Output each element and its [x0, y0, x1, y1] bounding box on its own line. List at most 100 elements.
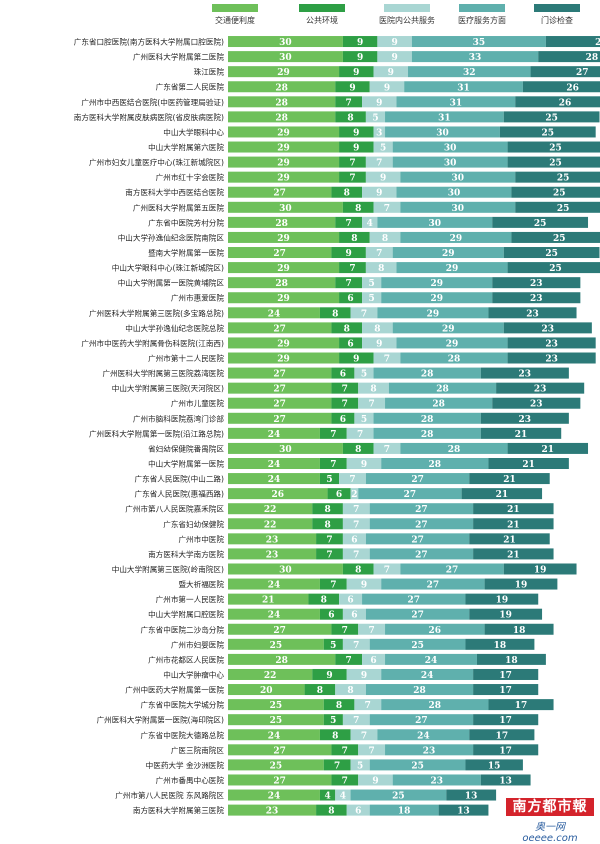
data-label: 27 — [427, 581, 440, 591]
data-label: 28 — [586, 53, 599, 63]
data-label: 7 — [346, 279, 352, 289]
data-label: 9 — [346, 249, 352, 259]
data-label: 27 — [411, 611, 424, 621]
category-label: 中医药大学 金沙洲医院 — [146, 760, 225, 770]
bar-segment — [362, 322, 393, 334]
data-label: 23 — [545, 355, 558, 365]
bar-segment — [228, 382, 332, 394]
bar-segment — [365, 171, 401, 183]
data-label: 22 — [264, 520, 277, 530]
bar-segment — [319, 473, 340, 485]
category-label: 广东省人民医院(惠福西路) — [135, 489, 224, 499]
bar-segment — [446, 789, 497, 801]
data-label: 29 — [450, 234, 463, 244]
category-label: 广州市妇女儿童医疗中心(珠江新城院区) — [89, 157, 224, 167]
bar-segment — [228, 322, 332, 334]
data-label: 24 — [268, 611, 281, 621]
bar-segment — [304, 684, 336, 696]
bar-segment — [228, 789, 320, 801]
category-label: 广州市脑科医院荔湾门诊部 — [133, 413, 225, 423]
data-label: 28 — [275, 656, 288, 666]
bar-segment — [365, 684, 474, 696]
bar-segment — [331, 322, 363, 334]
bar-segment — [373, 412, 481, 424]
bar-segment — [362, 186, 397, 198]
bar-segment — [362, 216, 378, 228]
data-label: 23 — [534, 385, 547, 395]
legend-label: 医疗服务方面 — [458, 16, 506, 25]
bar-segment — [365, 533, 470, 545]
bar-segment — [377, 36, 412, 48]
data-label: 7 — [353, 550, 359, 560]
bar-segment — [476, 653, 546, 665]
data-label: 30 — [436, 128, 449, 138]
data-label: 25 — [553, 189, 566, 199]
data-label: 7 — [361, 731, 367, 741]
bar-segment — [369, 503, 474, 515]
bar-segment — [350, 307, 378, 319]
bar-segment — [228, 231, 340, 243]
data-label: 25 — [545, 113, 558, 123]
data-label: 5 — [326, 475, 332, 485]
data-label: 7 — [334, 761, 340, 771]
bar-segment — [228, 186, 332, 198]
bar-segment — [354, 412, 374, 424]
bar-segment — [339, 231, 370, 243]
data-label: 27 — [415, 505, 428, 515]
bar-segment — [515, 171, 600, 183]
category-label: 中山大学附属口腔医院 — [148, 609, 224, 619]
data-label: 27 — [411, 535, 424, 545]
data-label: 5 — [380, 144, 386, 154]
data-label: 29 — [427, 309, 440, 319]
bar-segment — [312, 668, 347, 680]
bar-segment — [228, 608, 320, 620]
data-label: 20 — [260, 686, 273, 696]
legend-label: 交通便利度 — [215, 16, 255, 25]
data-label: 26 — [272, 490, 285, 500]
bar-segment — [335, 789, 351, 801]
category-label: 南方医科大学附属皮肤病医院(省皮肤病医院) — [74, 112, 224, 122]
data-label: 27 — [273, 249, 286, 259]
category-label: 中山大学附属第一医院黄埔院区 — [118, 278, 225, 288]
data-label: 7 — [326, 550, 332, 560]
data-label: 25 — [270, 701, 283, 711]
bar-segment — [381, 458, 489, 469]
data-label: 9 — [391, 38, 397, 48]
data-label: 30 — [448, 189, 461, 199]
bar-segment — [346, 427, 374, 439]
bar-segment — [342, 563, 374, 575]
bar-segment — [346, 578, 382, 590]
bar-segment — [385, 623, 485, 635]
bar-segment — [319, 608, 343, 620]
bar-segment — [369, 518, 474, 530]
data-label: 29 — [277, 339, 290, 349]
bar-segment — [365, 156, 393, 168]
category-label: 广州市儿童医院 — [171, 398, 225, 408]
data-label: 7 — [361, 309, 367, 319]
bar-segment — [488, 699, 554, 711]
data-label: 23 — [545, 339, 558, 349]
bar-segment — [228, 548, 317, 560]
data-label: 8 — [317, 686, 323, 696]
data-label: 9 — [353, 144, 359, 154]
data-label: 29 — [277, 128, 290, 138]
bar-segment — [369, 548, 474, 560]
logo-title: 南方都市報 — [506, 798, 594, 816]
data-label: 9 — [380, 174, 386, 184]
bar-segment — [473, 684, 539, 696]
bar-segment — [339, 262, 366, 274]
data-label: 9 — [353, 355, 359, 365]
category-label: 广东省第二人民医院 — [156, 82, 225, 92]
bar-segment — [335, 216, 363, 228]
bar-segment — [228, 804, 317, 816]
data-label: 24 — [421, 671, 434, 681]
data-label: 25 — [549, 144, 562, 154]
bar-segment — [408, 66, 531, 78]
data-label: 7 — [330, 581, 336, 591]
data-label: 9 — [353, 68, 359, 78]
data-label: 23 — [519, 370, 532, 380]
category-label: 中山大学附属第三医院(天河院区) — [112, 383, 224, 393]
data-label: 30 — [279, 53, 292, 63]
bar-segment — [396, 337, 508, 349]
bar-segment — [331, 774, 359, 786]
